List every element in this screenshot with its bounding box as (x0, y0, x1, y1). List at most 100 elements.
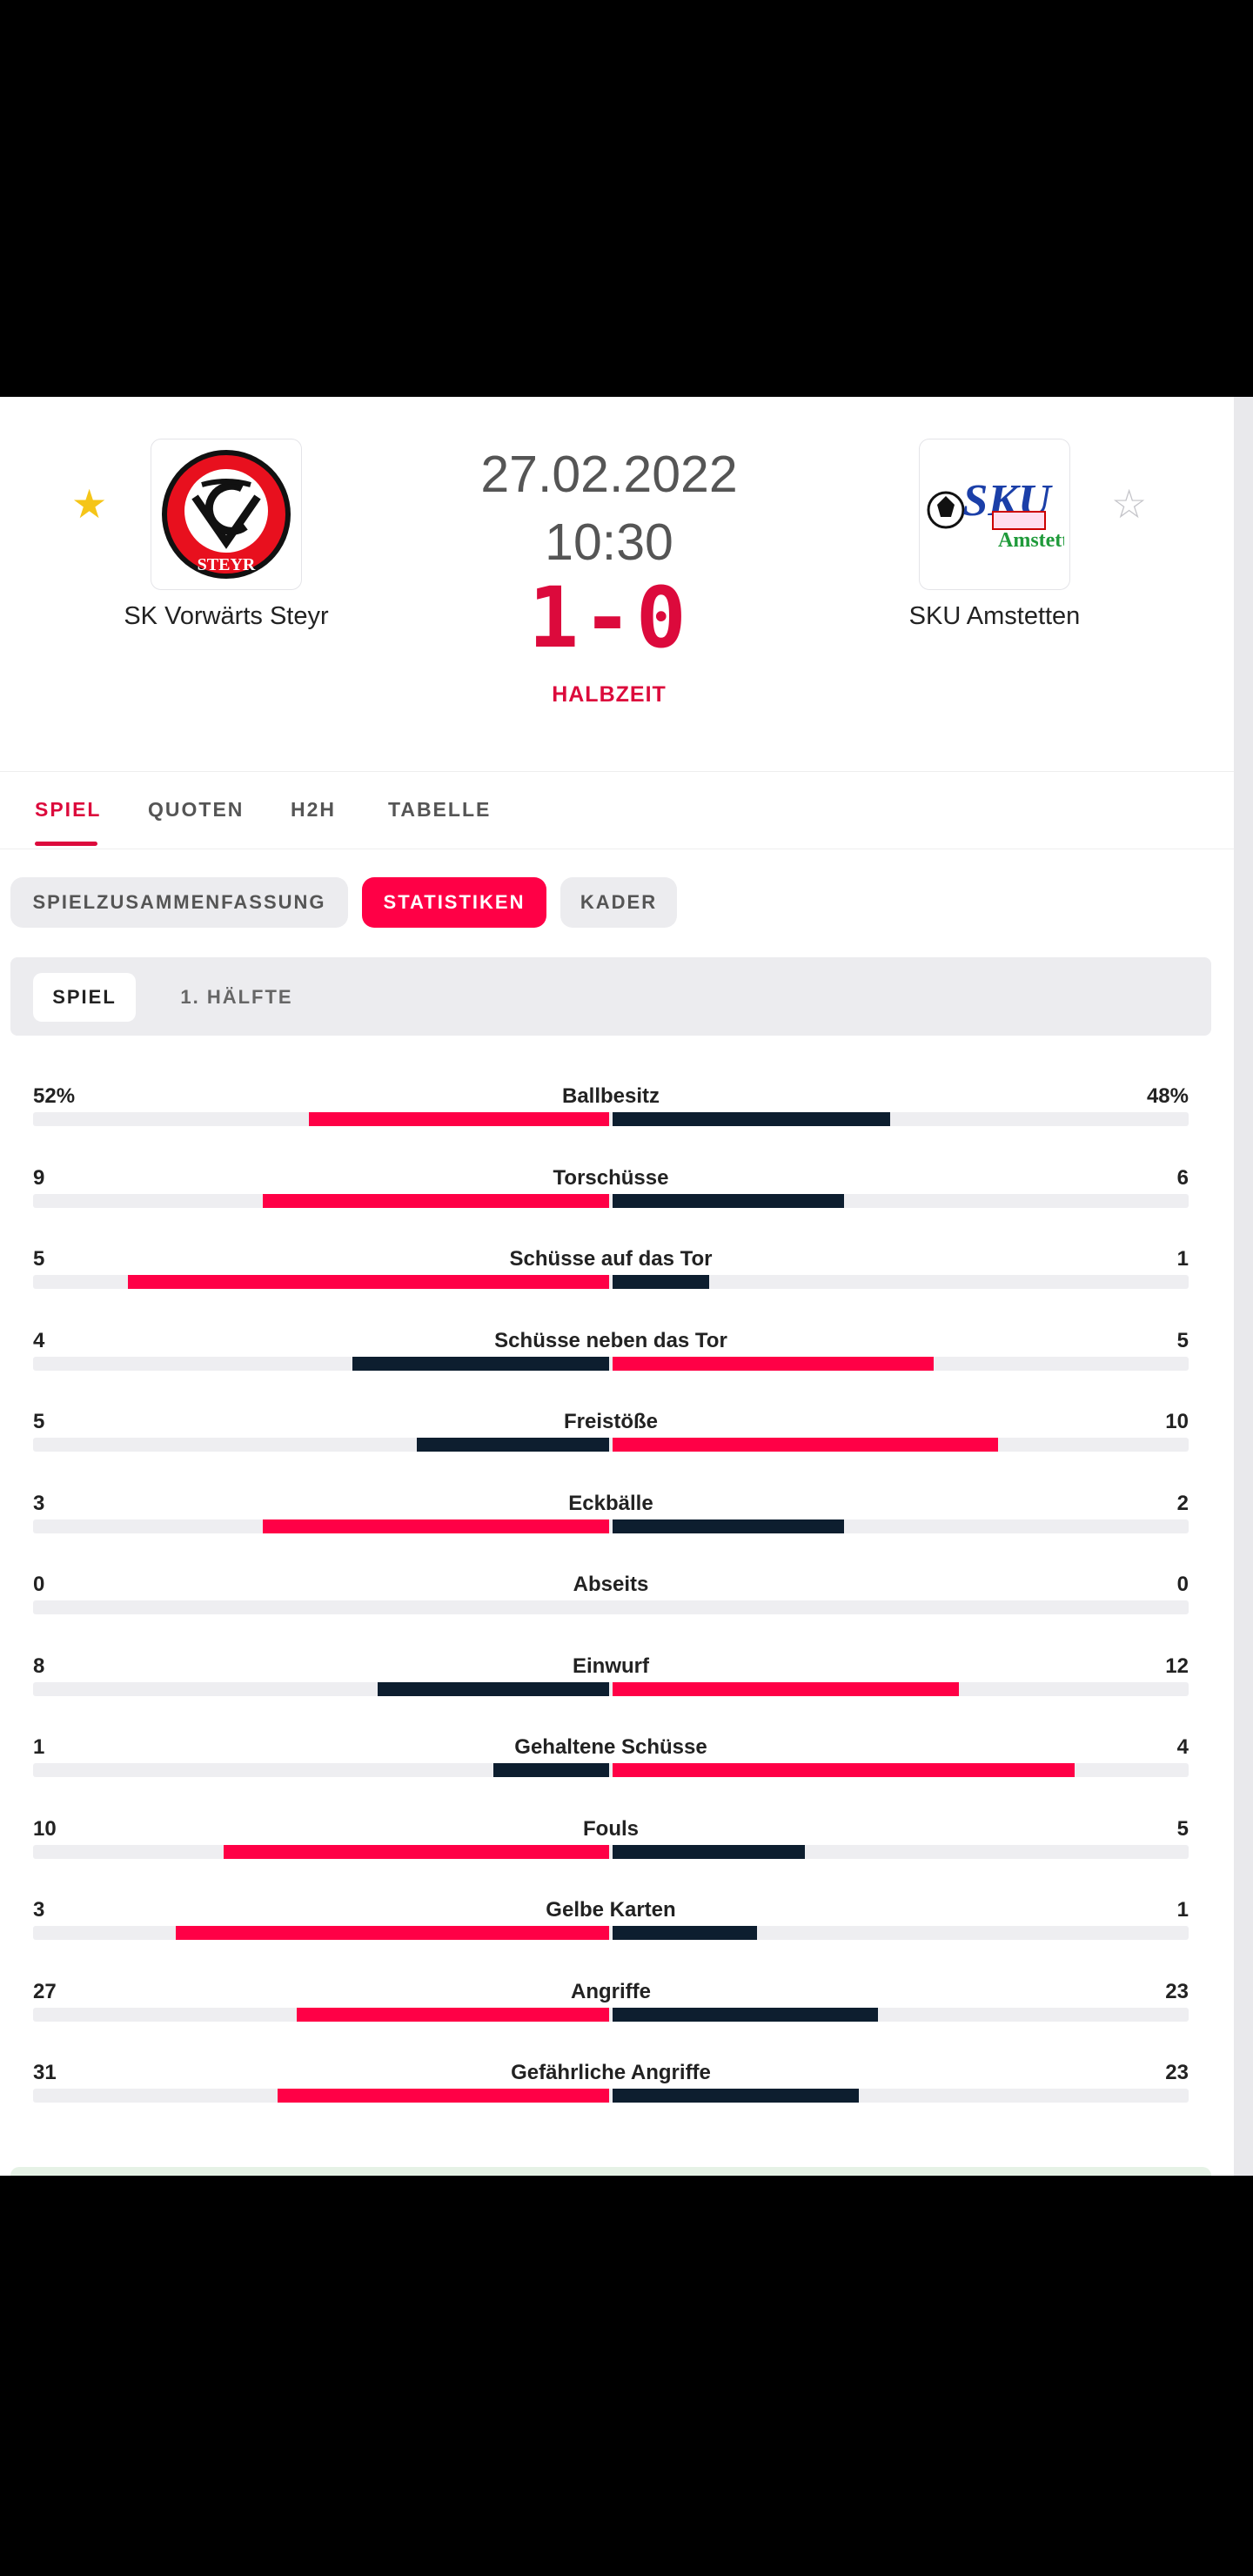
stat-away-bar (613, 1926, 757, 1940)
stat-home-bar (493, 1763, 609, 1777)
away-team-logo: SKU Amstetten (919, 439, 1070, 590)
scrollbar[interactable] (1234, 397, 1253, 2176)
stat-away-value: 48% (1146, 1084, 1189, 1108)
stat-row: 3 Gelbe Karten 1 (33, 1898, 1189, 1980)
stat-home-value: 9 (33, 1165, 45, 1190)
stat-home-value: 1 (33, 1735, 45, 1759)
svg-text:STEYR: STEYR (198, 555, 256, 574)
amstetten-crest-icon: SKU Amstetten (927, 476, 1064, 552)
stat-home-bar (128, 1275, 609, 1289)
home-team[interactable]: STEYR SK Vorwärts Steyr (96, 439, 357, 631)
away-team[interactable]: SKU Amstetten SKU Amstetten (864, 439, 1125, 631)
stat-away-value: 5 (1176, 1328, 1189, 1352)
stat-away-bar (613, 1275, 709, 1289)
stat-label: Gelbe Karten (546, 1898, 676, 1922)
stat-home-value: 10 (33, 1816, 57, 1841)
stat-away-bar (613, 1519, 844, 1533)
stat-away-value: 23 (1165, 1979, 1189, 2003)
period-spiel[interactable]: SPIEL (33, 973, 136, 1022)
away-team-name[interactable]: SKU Amstetten (908, 602, 1081, 630)
stat-label: Eckbälle (568, 1491, 653, 1515)
stat-bar-track (33, 1763, 1189, 1777)
stat-row: 1 Gehaltene Schüsse 4 (33, 1735, 1189, 1817)
statistics-list: 52% Ballbesitz 48% 9 Torschüsse 6 5 Schüsse auf… (33, 1084, 1189, 2143)
svg-text:Amstetten: Amstetten (998, 529, 1064, 552)
match-detail-page: ★ STEYR SK Vorwärts Steyr 27.02.2022 10:… (0, 397, 1234, 2176)
stat-away-value: 10 (1165, 1410, 1189, 1433)
stat-bar-track (33, 1926, 1189, 1940)
stat-away-bar (613, 1681, 959, 1696)
stat-bar-track (33, 1600, 1189, 1614)
stat-home-value: 5 (33, 1410, 45, 1433)
tab-h2h[interactable]: H2H (291, 798, 337, 821)
stat-bar-track (33, 1275, 1189, 1289)
stat-home-bar (352, 1356, 609, 1371)
stat-home-value: 8 (33, 1654, 45, 1678)
stat-row: 5 Schüsse auf das Tor 1 (33, 1247, 1189, 1329)
away-favorite-star-icon[interactable]: ☆ (1111, 481, 1148, 527)
stat-home-bar (309, 1112, 609, 1126)
stat-bar-track (33, 1356, 1189, 1371)
stat-label: Abseits (573, 1573, 649, 1596)
stat-bar-track (33, 1519, 1189, 1533)
stat-row: 52% Ballbesitz 48% (33, 1084, 1189, 1166)
stat-home-bar (297, 2007, 609, 2022)
stat-label: Torschüsse (553, 1165, 669, 1190)
match-status: HALBZEIT (552, 682, 667, 707)
stat-away-value: 23 (1165, 2061, 1189, 2084)
stat-row: 27 Angriffe 23 (33, 1980, 1189, 2062)
stat-home-value: 0 (33, 1573, 45, 1596)
match-time: 10:30 (545, 513, 673, 571)
subtab-kader[interactable]: KADER (560, 877, 677, 928)
stat-bar-track (33, 1193, 1189, 1208)
stat-label: Gefährliche Angriffe (511, 2061, 711, 2084)
stat-away-value: 0 (1176, 1573, 1189, 1596)
stat-away-bar (613, 1844, 805, 1859)
stat-away-value: 1 (1176, 1898, 1189, 1922)
stat-row: 3 Eckbälle 2 (33, 1492, 1189, 1573)
stat-home-value: 27 (33, 1979, 57, 2003)
stat-away-value: 5 (1176, 1816, 1189, 1841)
stat-home-value: 3 (33, 1491, 45, 1515)
stat-row: 5 Freistöße 10 (33, 1410, 1189, 1492)
stat-label: Freistöße (563, 1410, 659, 1433)
stat-away-bar (613, 1763, 1075, 1777)
stat-label: Gehaltene Schüsse (514, 1735, 707, 1759)
stat-row: 0 Abseits 0 (33, 1573, 1189, 1654)
subtab-statistiken[interactable]: STATISTIKEN (362, 877, 546, 928)
match-score: 1-0 (528, 569, 690, 667)
home-team-name[interactable]: SK Vorwärts Steyr (124, 602, 329, 630)
stat-away-value: 2 (1176, 1491, 1189, 1515)
stat-row: 8 Einwurf 12 (33, 1654, 1189, 1736)
stat-away-bar (613, 2007, 878, 2022)
stat-bar-track (33, 1844, 1189, 1859)
stat-home-bar (176, 1926, 609, 1940)
stat-label: Einwurf (573, 1654, 649, 1678)
stat-bar-track (33, 1681, 1189, 1696)
tab-tabelle[interactable]: TABELLE (388, 798, 492, 821)
stat-home-value: 5 (33, 1247, 45, 1271)
stat-bar-track (33, 2007, 1189, 2022)
home-favorite-star-icon[interactable]: ★ (71, 481, 108, 527)
tab-quoten[interactable]: QUOTEN (148, 798, 245, 821)
period-erste-haelfte[interactable]: 1. HÄLFTE (180, 986, 293, 1008)
home-team-logo: STEYR (151, 439, 302, 590)
subtab-spielzusammenfassung[interactable]: SPIELZUSAMMENFASSUNG (10, 877, 348, 928)
stat-bar-track (33, 1112, 1189, 1126)
stat-bar-track (33, 1438, 1189, 1452)
stat-home-value: 4 (33, 1328, 45, 1352)
match-center: 27.02.2022 10:30 1-0 HALBZEIT (409, 440, 809, 708)
stat-away-value: 4 (1176, 1735, 1189, 1759)
stat-label: Ballbesitz (561, 1084, 660, 1108)
stat-away-value: 6 (1176, 1165, 1189, 1190)
stat-away-bar (613, 1438, 998, 1452)
stat-home-bar (417, 1438, 609, 1452)
stat-home-bar (224, 1844, 609, 1859)
stat-label: Schüsse auf das Tor (509, 1247, 713, 1271)
stat-away-bar (613, 1356, 934, 1371)
stat-home-bar (378, 1681, 609, 1696)
tab-spiel[interactable]: SPIEL (35, 798, 102, 821)
stat-row: 9 Torschüsse 6 (33, 1166, 1189, 1248)
stat-label: Schüsse neben das Tor (494, 1328, 727, 1352)
stat-row: 4 Schüsse neben das Tor 5 (33, 1329, 1189, 1411)
